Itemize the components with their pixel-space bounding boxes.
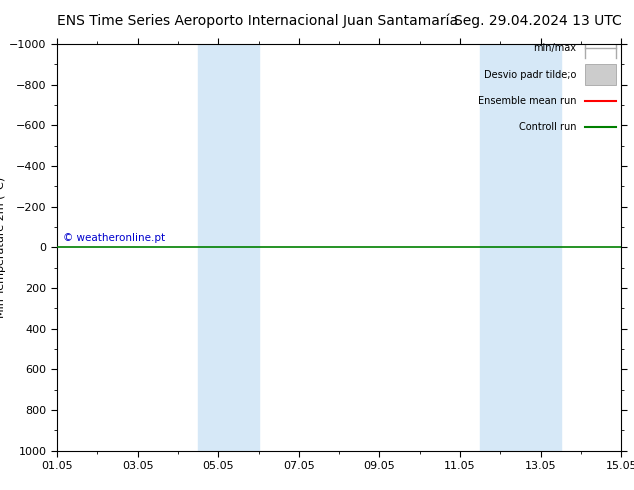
Text: © weatheronline.pt: © weatheronline.pt [63,233,165,244]
Text: ENS Time Series Aeroporto Internacional Juan Santamaría: ENS Time Series Aeroporto Internacional … [57,13,458,28]
Text: Desvio padr tilde;o: Desvio padr tilde;o [484,70,576,79]
Bar [585,64,616,85]
Text: min/max: min/max [533,43,576,53]
Y-axis label: Min Temperature 2m (°C): Min Temperature 2m (°C) [0,177,6,318]
Text: Controll run: Controll run [519,122,576,132]
Text: Seg. 29.04.2024 13 UTC: Seg. 29.04.2024 13 UTC [453,14,621,28]
Bar [481,44,561,451]
Bar [198,44,259,451]
Text: Ensemble mean run: Ensemble mean run [477,96,576,106]
